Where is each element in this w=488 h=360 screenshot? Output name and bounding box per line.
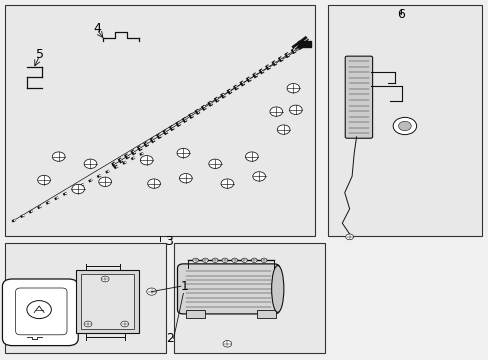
Circle shape [84, 321, 92, 327]
Circle shape [101, 276, 109, 282]
Circle shape [286, 84, 299, 93]
Circle shape [84, 159, 97, 168]
Bar [256, 310, 276, 318]
Circle shape [398, 121, 410, 131]
Circle shape [202, 258, 208, 262]
Circle shape [212, 258, 218, 262]
Text: 5: 5 [36, 48, 44, 60]
Bar [173, 243, 325, 353]
Bar [298, 41, 310, 47]
Circle shape [147, 179, 160, 188]
Circle shape [269, 107, 282, 116]
Circle shape [179, 174, 192, 183]
Circle shape [72, 184, 84, 194]
Circle shape [146, 288, 156, 295]
Circle shape [52, 152, 65, 161]
Text: 6: 6 [396, 8, 404, 21]
Text: 4: 4 [93, 22, 101, 35]
Circle shape [345, 234, 353, 240]
Circle shape [221, 179, 233, 188]
Circle shape [99, 177, 111, 186]
Bar [5, 5, 315, 236]
FancyBboxPatch shape [345, 56, 372, 138]
Text: 3: 3 [165, 235, 173, 248]
Circle shape [261, 258, 266, 262]
Circle shape [121, 321, 128, 327]
Circle shape [231, 258, 237, 262]
Bar [327, 5, 481, 236]
Bar [185, 310, 205, 318]
Ellipse shape [271, 266, 284, 312]
Circle shape [251, 258, 257, 262]
Circle shape [38, 175, 50, 185]
Circle shape [252, 172, 265, 181]
Circle shape [277, 125, 289, 134]
Bar [5, 243, 166, 353]
FancyBboxPatch shape [2, 279, 78, 346]
Circle shape [241, 258, 247, 262]
Circle shape [222, 258, 227, 262]
Circle shape [392, 117, 416, 135]
Circle shape [208, 159, 221, 168]
Circle shape [177, 148, 189, 158]
Text: 2: 2 [166, 332, 174, 345]
Text: 1: 1 [181, 280, 188, 293]
Bar [81, 274, 134, 329]
Circle shape [140, 156, 153, 165]
FancyBboxPatch shape [177, 264, 279, 314]
Bar [76, 270, 139, 333]
Circle shape [289, 105, 302, 114]
Circle shape [192, 258, 198, 262]
Circle shape [223, 341, 231, 347]
Circle shape [245, 152, 258, 161]
